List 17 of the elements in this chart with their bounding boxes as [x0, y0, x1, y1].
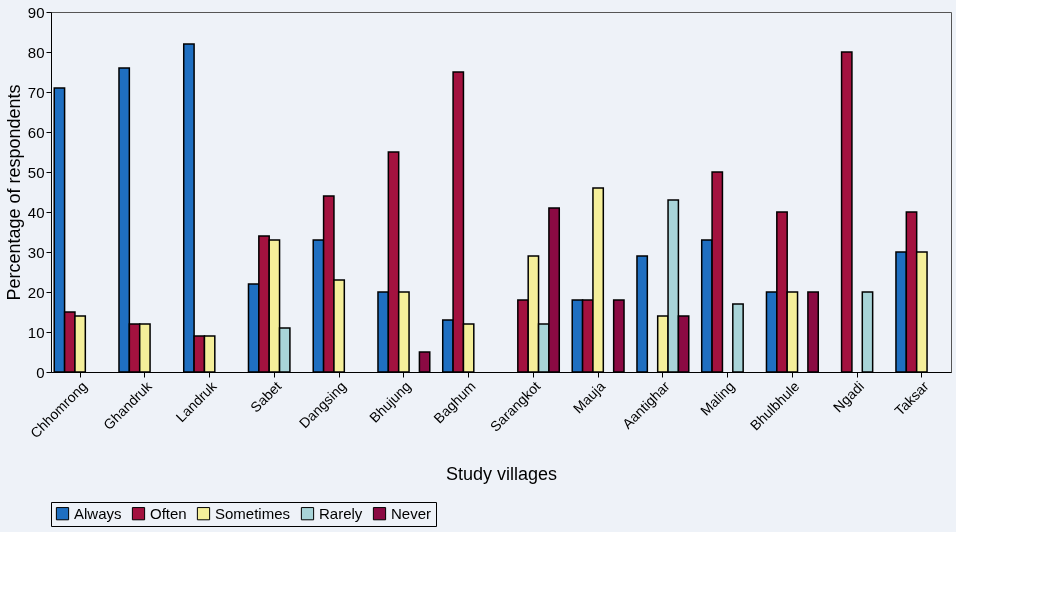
- y-tick-label: 0: [36, 363, 45, 381]
- legend-label: Sometimes: [215, 504, 291, 522]
- y-tick-label: 70: [27, 83, 45, 101]
- x-axis-title: Study villages: [445, 464, 558, 485]
- y-tick-label: 50: [27, 163, 45, 181]
- legend-label: Rarely: [319, 504, 363, 522]
- legend-label: Often: [150, 504, 187, 522]
- legend-label: Always: [74, 504, 122, 522]
- legend-label: Never: [391, 504, 432, 522]
- y-tick-label: 60: [27, 123, 45, 141]
- y-tick-label: 30: [27, 243, 45, 261]
- y-tick-label: 40: [27, 203, 45, 221]
- y-axis-title: Percentage of respondents: [3, 84, 24, 301]
- y-tick-label: 90: [27, 3, 45, 21]
- y-tick-label: 20: [27, 283, 45, 301]
- y-tick-label: 80: [27, 43, 45, 61]
- y-tick-label: 10: [27, 323, 45, 341]
